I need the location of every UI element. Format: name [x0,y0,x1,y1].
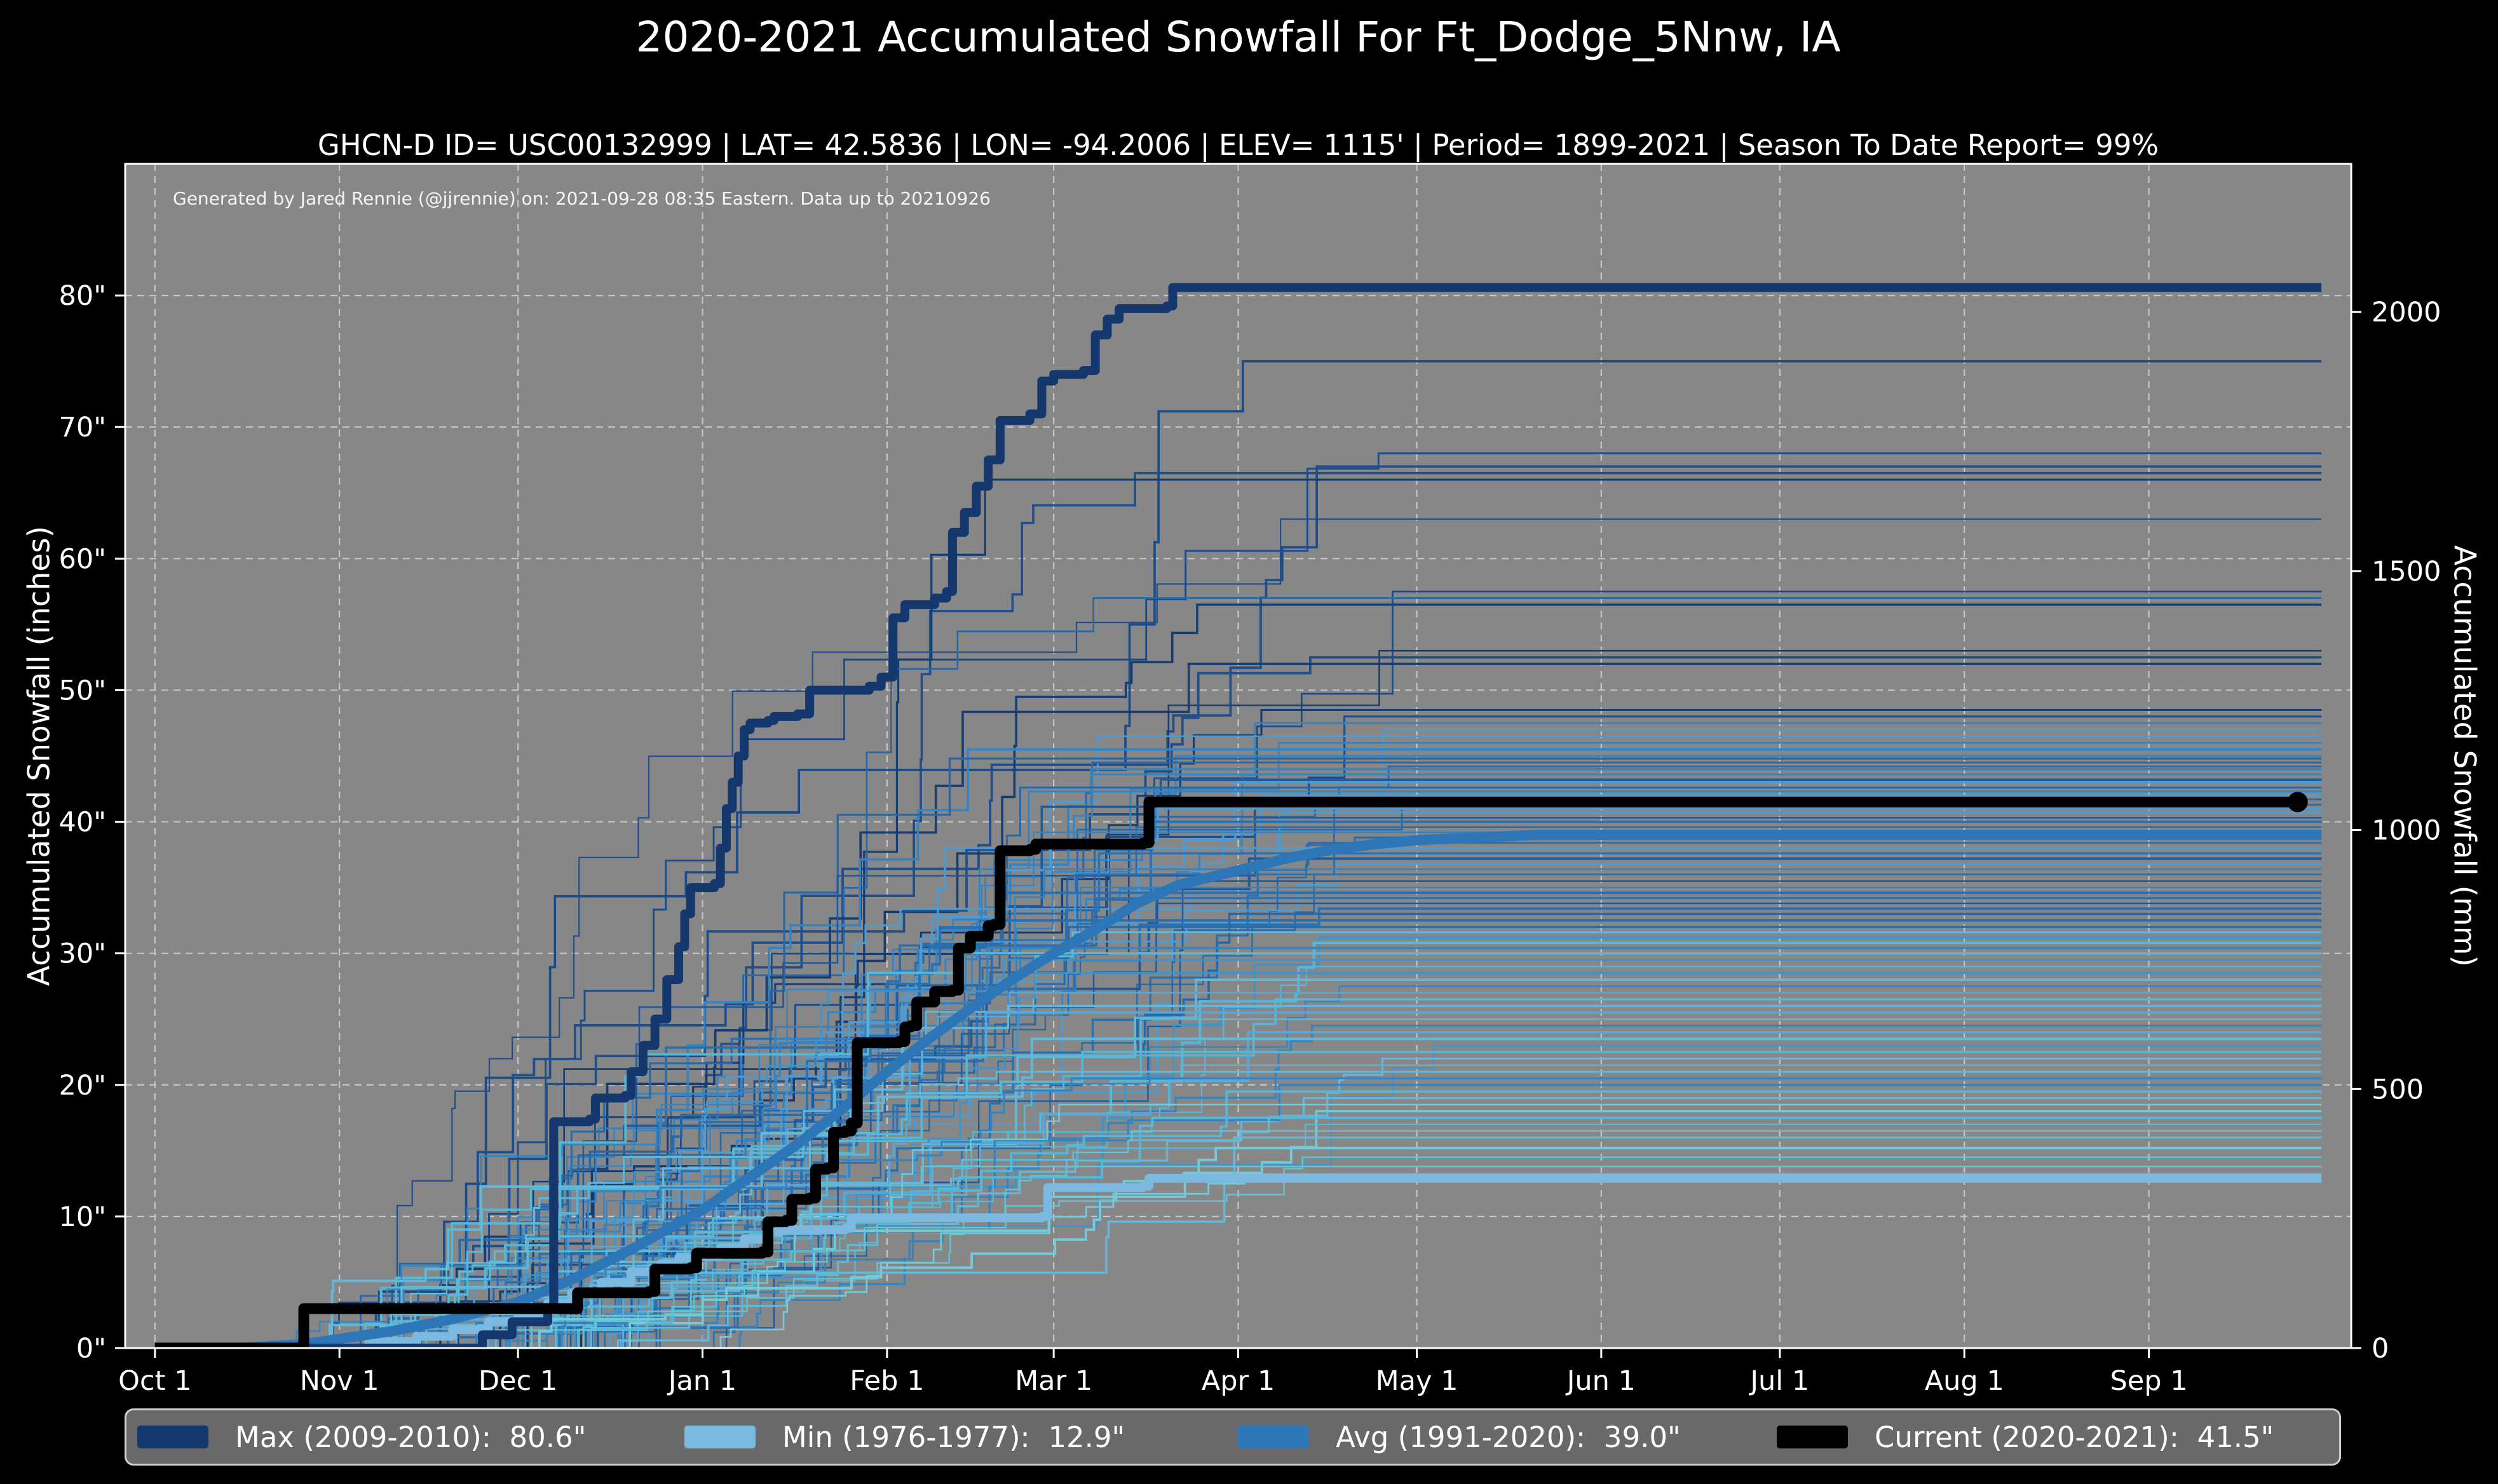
legend-swatch-min [684,1426,756,1448]
season-line [154,708,2322,1348]
y-tick-label-mm: 1500 [2372,556,2441,588]
y-tick-label-mm: 0 [2372,1333,2389,1365]
season-line [154,604,2322,1348]
season-line [154,1156,2322,1348]
tick-labels: Oct 1 Nov 1 Dec 1 Jan 1 Feb 1 Mar 1 Apr 1 May 1… [59,280,2441,1397]
y-tick-label-inches: 80" [59,280,107,312]
season-line [154,1096,2322,1348]
legend-label: Avg (1991-2020): 39.0" [1336,1420,1681,1454]
season-line [154,1025,2322,1348]
series-avg [154,830,2322,1348]
season-line [154,1090,2322,1348]
season-line [154,1173,2322,1348]
y-axis-label-inches: Accumulated Snowfall (inches) [22,525,57,987]
x-tick-label: Feb 1 [850,1365,924,1397]
series-min [154,1173,2322,1348]
x-tick-label: May 1 [1376,1365,1458,1397]
y-tick-label-inches: 0" [76,1333,106,1365]
legend-item-avg: Avg (1991-2020): 39.0" [1238,1410,1681,1464]
chart-title: 2020-2021 Accumulated Snowfall For Ft_Do… [635,13,1841,62]
legend-item-max: Max (2009-2010): 80.6" [137,1410,586,1464]
legend-swatch-max [137,1426,208,1448]
data-layer [154,283,2322,1348]
x-tick-label: Jun 1 [1565,1365,1636,1397]
season-line [154,360,2322,1348]
current-endpoint-dot [2287,792,2308,813]
season-line [154,1018,2322,1348]
season-line [154,811,2322,1348]
y-tick-label-inches: 50" [59,675,107,706]
season-line [154,478,2322,1348]
generated-by-annotation: Generated by Jared Rennie (@jjrennie) on… [173,188,991,209]
season-line [154,1011,2322,1348]
season-line [154,741,2322,1348]
legend-swatch-current [1777,1426,1848,1448]
series-current [154,796,2298,1348]
y-tick-label-inches: 30" [59,938,107,970]
season-line [154,1037,2322,1348]
legend-item-current: Current (2020-2021): 41.5" [1777,1410,2274,1464]
chart-subtitle: GHCN-D ID= USC00132999 | LAT= 42.5836 | … [317,128,2159,162]
y-tick-label-inches: 20" [59,1070,107,1102]
x-tick-label: Jan 1 [667,1365,737,1397]
x-tick-label: Aug 1 [1925,1365,2004,1397]
legend-label: Max (2009-2010): 80.6" [235,1420,587,1454]
season-line [154,1004,2322,1348]
season-line [154,842,2322,1348]
season-line [154,985,2322,1348]
legend-item-min: Min (1976-1977): 12.9" [684,1410,1125,1464]
x-tick-label: Mar 1 [1015,1365,1092,1397]
tick-marks [115,294,2361,1358]
legend-label: Current (2020-2021): 41.5" [1875,1420,2274,1454]
legend-label: Min (1976-1977): 12.9" [782,1420,1125,1454]
season-line [154,891,2322,1348]
y-tick-label-inches: 10" [59,1201,107,1233]
season-line [154,761,2322,1348]
x-tick-label: Jul 1 [1748,1365,1809,1397]
season-line [154,518,2322,1348]
x-tick-label: Sep 1 [2110,1365,2188,1397]
legend-swatch-avg [1238,1426,1309,1448]
legend: Max (2009-2010): 80.6" Min (1976-1977): 1… [125,1408,2341,1466]
series-max [154,283,2322,1348]
y-tick-label-mm: 500 [2372,1074,2424,1105]
y-tick-label-mm: 1000 [2372,815,2441,847]
season-line [154,886,2322,1348]
season-line [154,452,2322,1348]
y-tick-label-inches: 40" [59,807,107,839]
season-line [154,959,2322,1348]
x-tick-label: Dec 1 [479,1365,557,1397]
y-tick-label-mm: 2000 [2372,297,2441,328]
y-tick-label-inches: 60" [59,543,107,575]
season-line [154,663,2322,1348]
season-line [154,831,2322,1348]
y-axis-label-mm: Accumulated Snowfall (mm) [2447,545,2482,967]
season-line [154,868,2322,1348]
season-line [154,656,2322,1348]
season-line [154,874,2322,1348]
x-tick-label: Nov 1 [300,1365,379,1397]
x-tick-label: Apr 1 [1202,1365,1275,1397]
x-tick-label: Oct 1 [118,1365,191,1397]
y-tick-label-inches: 70" [59,412,107,443]
